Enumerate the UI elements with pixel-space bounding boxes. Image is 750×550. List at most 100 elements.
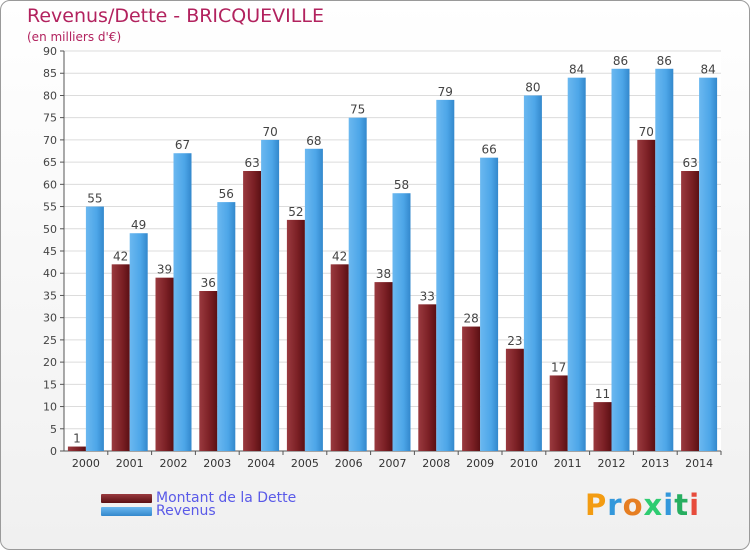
data-label-revenus: 80 [525, 80, 540, 94]
proxiti-logo: Proxiti [585, 488, 700, 522]
x-tick-label: 2004 [247, 457, 275, 470]
bar-revenus [523, 95, 542, 451]
data-label-debt: 23 [507, 334, 522, 348]
bar-revenus [480, 157, 499, 451]
logo-letter: i [689, 488, 701, 522]
bar-debt [243, 171, 262, 451]
bar-revenus [129, 233, 148, 451]
data-label-debt: 33 [420, 289, 435, 303]
bar-revenus [261, 139, 280, 451]
x-tick-label: 2000 [72, 457, 100, 470]
bar-revenus [348, 117, 367, 452]
x-tick-label: 2007 [379, 457, 407, 470]
logo-letter: P [585, 488, 608, 522]
data-label-revenus: 75 [350, 103, 365, 117]
y-tick-label: 45 [43, 245, 57, 258]
x-tick-label: 2013 [641, 457, 669, 470]
data-label-revenus: 84 [700, 63, 715, 77]
legend-item-debt: Montant de la Dette [101, 490, 296, 506]
logo-letter: x [643, 488, 664, 522]
y-tick-label: 20 [43, 356, 57, 369]
x-tick-label: 2005 [291, 457, 319, 470]
x-tick-label: 2001 [116, 457, 144, 470]
data-label-debt: 1 [73, 432, 81, 446]
bar-revenus [567, 77, 586, 452]
legend-label-revenus: Revenus [156, 503, 216, 519]
y-tick-label: 25 [43, 334, 57, 347]
x-tick-label: 2010 [510, 457, 538, 470]
x-tick-label: 2003 [203, 457, 231, 470]
data-label-revenus: 66 [481, 143, 496, 157]
bar-revenus [173, 153, 192, 451]
legend-item-revenus: Revenus [101, 503, 216, 519]
legend-label-debt: Montant de la Dette [156, 490, 297, 506]
y-tick-label: 70 [43, 134, 57, 147]
bar-revenus [217, 202, 236, 451]
data-label-debt: 28 [463, 312, 478, 326]
bar-debt [418, 304, 437, 451]
y-tick-label: 50 [43, 223, 57, 236]
x-tick-label: 2008 [422, 457, 450, 470]
x-tick-label: 2006 [335, 457, 363, 470]
bar-debt [67, 446, 86, 451]
y-tick-label: 85 [43, 67, 57, 80]
x-tick-label: 2009 [466, 457, 494, 470]
y-tick-label: 55 [43, 201, 57, 214]
logo-letter: o [622, 488, 644, 522]
bar-revenus [436, 99, 455, 451]
bar-debt [681, 171, 700, 451]
data-label-debt: 42 [113, 249, 128, 263]
data-label-revenus: 79 [438, 85, 453, 99]
data-label-revenus: 68 [306, 134, 321, 148]
bar-revenus [85, 206, 104, 451]
bar-debt [593, 402, 612, 451]
bar-revenus [611, 68, 630, 452]
legend-swatch-debt [101, 493, 152, 503]
data-label-debt: 38 [376, 267, 391, 281]
x-tick-label: 2012 [598, 457, 626, 470]
bar-debt [286, 219, 305, 451]
y-tick-label: 5 [50, 423, 57, 436]
bar-revenus [699, 77, 718, 452]
bar-debt [549, 375, 568, 451]
data-label-debt: 36 [201, 276, 216, 290]
bar-revenus [392, 193, 411, 451]
data-label-revenus: 56 [219, 187, 234, 201]
data-label-debt: 63 [244, 156, 259, 170]
y-tick-label: 60 [43, 178, 57, 191]
bar-debt [155, 277, 174, 451]
y-tick-label: 90 [43, 45, 57, 58]
chart-title: Revenus/Dette - BRICQUEVILLE [27, 5, 324, 27]
data-label-revenus: 67 [175, 138, 190, 152]
logo-letter: t [674, 488, 690, 522]
x-tick-label: 2011 [554, 457, 582, 470]
data-label-debt: 63 [682, 156, 697, 170]
chart-subtitle: (en milliers d'€) [27, 30, 122, 44]
bar-debt [462, 326, 481, 451]
bar-revenus [304, 148, 323, 451]
bar-revenus [655, 68, 674, 452]
logo-letter: i [663, 488, 675, 522]
data-label-debt: 17 [551, 360, 566, 374]
data-label-revenus: 58 [394, 178, 409, 192]
bar-debt [199, 291, 218, 451]
data-label-revenus: 70 [262, 125, 277, 139]
y-tick-label: 80 [43, 89, 57, 102]
bar-debt [505, 348, 524, 451]
x-tick-label: 2002 [160, 457, 188, 470]
data-label-revenus: 86 [613, 54, 628, 68]
data-label-revenus: 86 [657, 54, 672, 68]
x-tick-label: 2014 [685, 457, 713, 470]
bar-debt [637, 139, 656, 451]
legend-swatch-revenus [101, 506, 152, 516]
data-label-revenus: 55 [87, 192, 102, 206]
logo-letter: r [607, 488, 623, 522]
y-tick-label: 75 [43, 112, 57, 125]
data-label-revenus: 84 [569, 63, 584, 77]
bar-debt [330, 264, 349, 451]
data-label-debt: 70 [639, 125, 654, 139]
data-label-debt: 11 [595, 387, 610, 401]
bar-debt [111, 264, 130, 451]
